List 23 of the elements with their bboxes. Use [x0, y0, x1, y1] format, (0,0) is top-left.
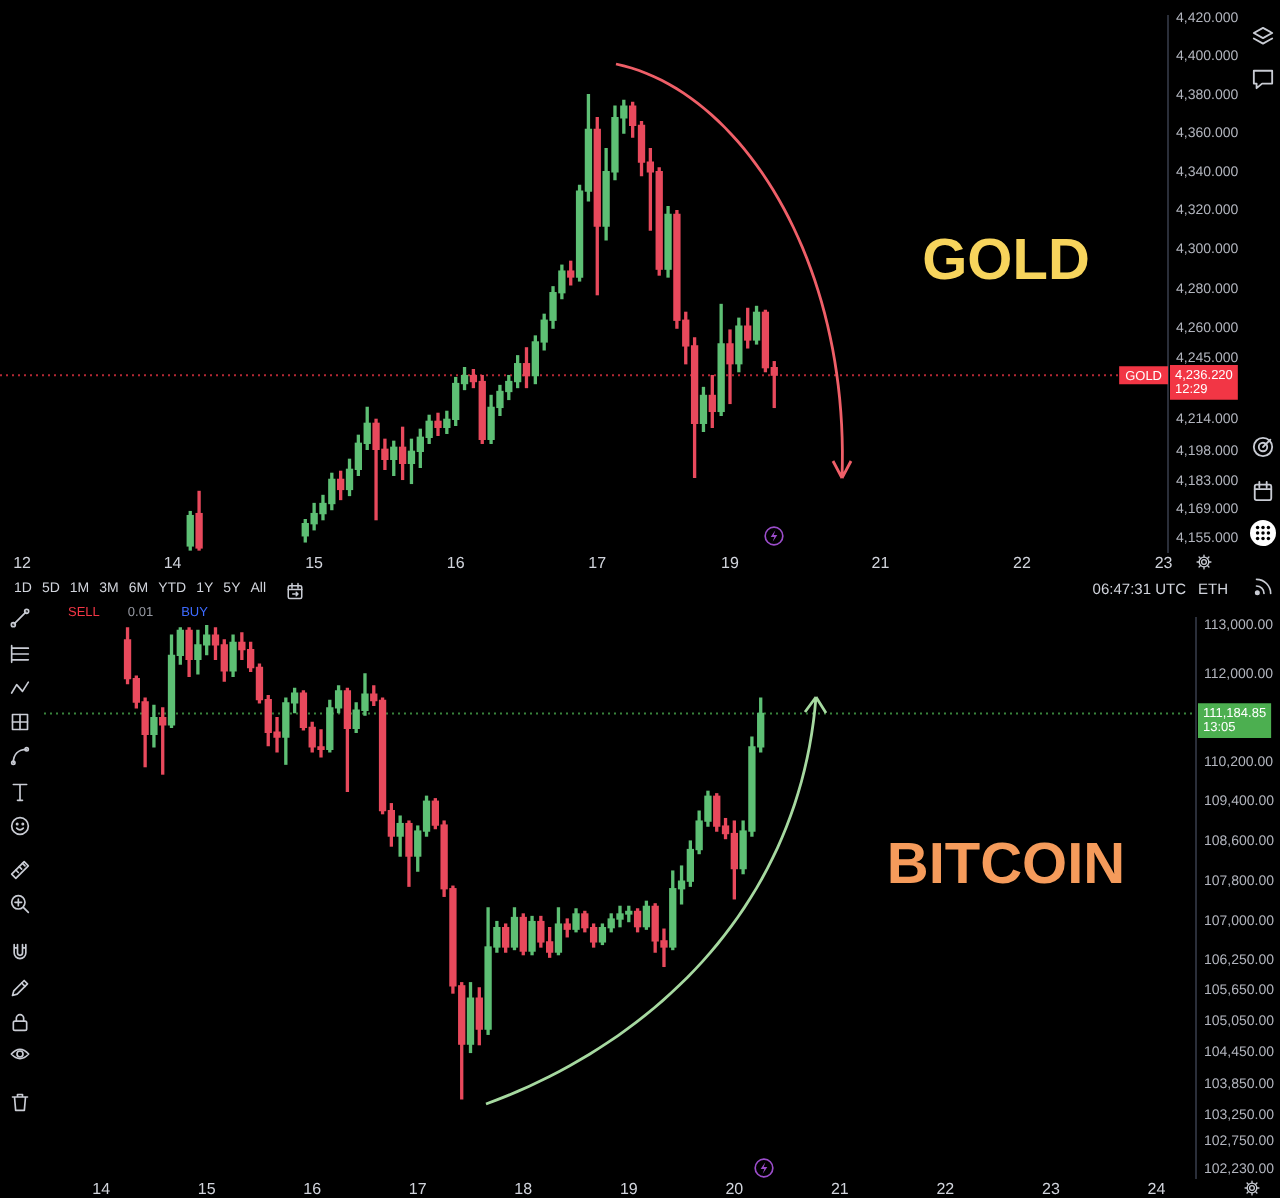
x-tick-label: 20	[725, 1180, 745, 1198]
x-tick-label: 14	[92, 1180, 112, 1198]
x-tick-label: 16	[446, 554, 466, 573]
x-tick-label: 21	[830, 1180, 850, 1198]
candlestick	[317, 729, 325, 758]
x-tick-label: 22	[1013, 554, 1032, 573]
x-tick-label: 19	[619, 1180, 639, 1198]
x-tick-label: 14	[163, 554, 183, 573]
x-tick-label: 18	[514, 1180, 534, 1198]
text: GOLD	[922, 229, 1090, 293]
x-tick-label: 12	[13, 554, 33, 573]
x-tick-label: 17	[588, 554, 608, 573]
x-tick-label: 23	[1154, 554, 1174, 573]
x-tick-label: 24	[1147, 1180, 1167, 1198]
x-tick-label: 15	[305, 554, 325, 573]
x-tick-label: 22	[936, 1180, 956, 1198]
x-tick-label: 15	[197, 1180, 217, 1198]
x-tick-label: 19	[721, 554, 740, 573]
text: BITCOIN	[886, 833, 1126, 897]
x-tick-label: 16	[303, 1180, 323, 1198]
x-tick-label: 17	[408, 1180, 428, 1198]
x-tick-label: 23	[1041, 1180, 1061, 1198]
x-tick-label: 21	[871, 554, 891, 573]
